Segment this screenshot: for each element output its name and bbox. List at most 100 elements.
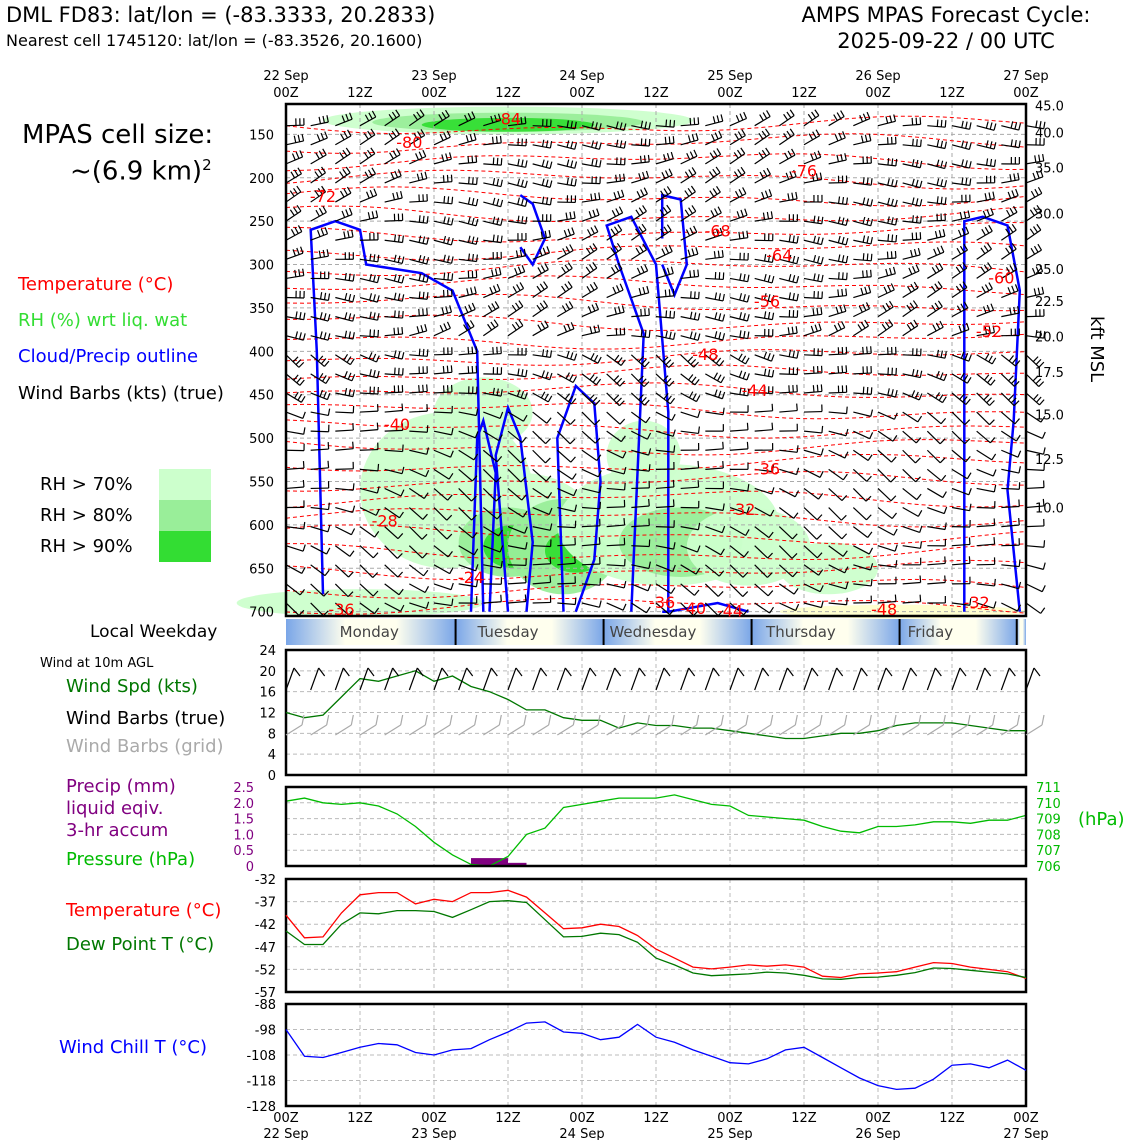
- wind-barb: [581, 214, 600, 222]
- wind-barb-feather: [866, 217, 870, 225]
- wind-barb-feather: [860, 287, 864, 295]
- wind-barb-feather: [722, 460, 724, 469]
- wind-barb-feather: [989, 419, 995, 426]
- wind-barb-feather: [913, 281, 919, 289]
- wind-barb: [951, 411, 966, 426]
- wind-barb-feather: [642, 243, 648, 251]
- wind-barb-feather: [1008, 667, 1016, 677]
- wind-barb: [483, 526, 500, 537]
- wind-barb-feather: [712, 355, 718, 362]
- wind-barb-feather: [796, 236, 799, 244]
- wind-barb-feather: [539, 302, 545, 310]
- wind-barb-true: [285, 667, 295, 691]
- wind-barb: [779, 258, 797, 265]
- wind-barb-feather: [969, 503, 972, 511]
- temperature-contour: [285, 578, 1027, 599]
- wind-barb: [803, 258, 822, 265]
- wind-barb-feather: [1042, 498, 1045, 507]
- wind-barb: [828, 487, 843, 502]
- wind-barb-feather: [1033, 245, 1039, 253]
- wind-barb-feather: [610, 266, 616, 274]
- wind-barb-feather: [492, 177, 496, 186]
- top-date-label: 22 Sep: [263, 69, 308, 84]
- wind-barb-feather: [352, 505, 356, 513]
- wind-barb-feather: [293, 169, 299, 177]
- wind-barb: [877, 468, 892, 483]
- wind-barb-feather: [815, 173, 819, 181]
- wind-barb-feather: [767, 294, 771, 302]
- wind-barb-feather: [373, 274, 376, 282]
- wind-barb-feather: [910, 321, 915, 329]
- wind-barb: [433, 277, 452, 281]
- wind-barb-feather: [467, 253, 471, 261]
- wind-barb-feather: [447, 494, 453, 501]
- wind-barb-feather: [696, 545, 701, 553]
- wind-barb-feather: [915, 391, 919, 399]
- wind-barb-grid: [951, 724, 969, 736]
- wind-barb: [409, 296, 428, 300]
- wind-barb-feather: [891, 217, 894, 225]
- wind-barb: [828, 277, 847, 281]
- wind-barb-feather: [696, 714, 700, 726]
- wind-barb-feather: [844, 714, 848, 726]
- wind-barb-feather: [645, 416, 651, 424]
- wind-barb-feather: [792, 275, 796, 283]
- wind-barb: [655, 430, 674, 437]
- wind-barb: [1001, 583, 1019, 590]
- wind-barb-feather: [813, 254, 817, 263]
- top-date-label: 23 Sep: [411, 69, 456, 84]
- wind-barb-feather: [642, 205, 647, 212]
- wind-barb-feather: [443, 196, 446, 204]
- wind-barb-feather: [473, 453, 479, 461]
- wind-barb-feather: [887, 178, 890, 186]
- wind-barb: [631, 177, 649, 184]
- y-tick-label: 24: [259, 644, 276, 659]
- wind-barb: [384, 154, 401, 165]
- wind-barb-feather: [943, 506, 948, 514]
- wind-barb-feather: [416, 667, 424, 677]
- wind-barb-feather: [687, 135, 691, 143]
- wind-barb: [779, 176, 797, 184]
- wind-barb: [779, 354, 798, 359]
- wind-barb-feather: [1035, 120, 1038, 128]
- wind-barb-feather: [908, 267, 913, 275]
- wind-barb-feather: [418, 385, 420, 393]
- wind-barb: [951, 267, 968, 279]
- cell-size-sup: 2: [202, 156, 212, 174]
- wind-barb-feather: [713, 372, 719, 380]
- wind-barb-feather: [422, 384, 424, 392]
- wind-barb-feather: [939, 372, 944, 380]
- wind-barb-feather: [1033, 667, 1041, 677]
- wind-barb-feather: [520, 390, 525, 398]
- wind-barb-feather: [912, 138, 914, 146]
- wind-barb-feather: [813, 235, 816, 243]
- wind-barb: [1001, 602, 1018, 612]
- wind-barb-feather: [374, 531, 380, 538]
- wind-barb-feather: [352, 294, 356, 302]
- wind-barb: [433, 468, 450, 480]
- wind-barb-feather: [549, 575, 552, 583]
- wind-barb-feather: [992, 469, 997, 477]
- wind-barb-feather: [591, 140, 595, 148]
- wind-barb-feather: [372, 294, 376, 302]
- wind-barb-feather: [715, 229, 720, 237]
- wind-barb-feather: [465, 135, 469, 143]
- wind-barb-feather: [348, 313, 352, 321]
- wind-barb: [1000, 248, 1017, 260]
- wind-barb: [581, 563, 601, 566]
- wind-barb-feather: [426, 275, 429, 283]
- wind-barb: [976, 583, 995, 587]
- wind-barb-feather: [302, 479, 305, 488]
- wind-barb-feather: [991, 453, 997, 461]
- wind-barb-grid: [581, 724, 599, 736]
- wind-barb-grid: [902, 724, 919, 736]
- wind-barb-feather: [789, 109, 795, 116]
- wind-barb-feather: [426, 216, 429, 224]
- wind-barb: [606, 180, 625, 184]
- temp-contour-label: -72: [310, 187, 336, 206]
- wind-barb: [655, 505, 675, 509]
- wind-barb: [779, 373, 798, 376]
- wind-barb: [680, 231, 698, 241]
- wind-barb: [680, 467, 699, 470]
- wind-barb-feather: [746, 295, 750, 303]
